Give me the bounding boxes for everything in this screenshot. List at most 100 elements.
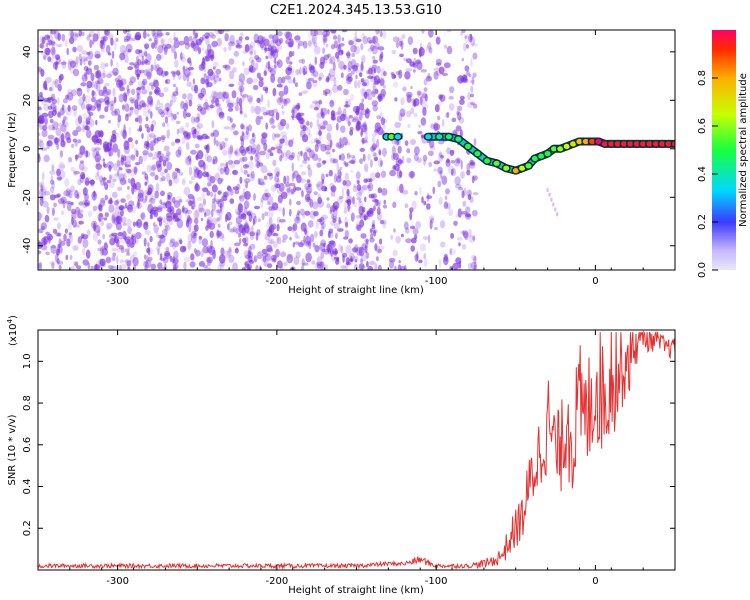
spectrogram-noise-dot [174, 51, 177, 60]
spectrogram-noise-dot [241, 131, 245, 137]
spectrogram-noise-dot [63, 233, 67, 242]
spectrogram-noise-dot [299, 66, 302, 75]
spectrogram-noise-dot [258, 178, 265, 186]
spectrogram-noise-dot [94, 153, 102, 163]
spectrogram-noise-dot [369, 207, 373, 213]
spectrogram-noise-dot [272, 87, 277, 97]
spectrogram-noise-dot [172, 256, 175, 263]
spectrogram-noise-dot [175, 149, 182, 158]
spectrogram-noise-dot [82, 187, 88, 196]
spectrogram-noise-dot [334, 247, 338, 257]
spectrogram-noise-dot [70, 201, 74, 206]
spectrogram-noise-dot [239, 157, 245, 163]
spectrogram-trace-point [394, 134, 401, 140]
spectrogram-noise-dot [111, 255, 116, 262]
spectrogram-noise-dot [109, 237, 116, 246]
spectrogram-noise-dot [100, 35, 107, 41]
spectrogram-trace-point [665, 141, 672, 147]
spectrogram-noise-dot [181, 66, 189, 71]
spectrogram-noise-dot [473, 138, 477, 146]
spectrogram-noise-dot [377, 93, 382, 103]
spectrogram-noise-dot [74, 189, 79, 199]
spectrogram-noise-dot [135, 93, 142, 101]
spectrogram-noise-dot [276, 97, 282, 104]
spectrogram-noise-dot [240, 213, 247, 220]
spectrogram-trace-point [646, 141, 653, 147]
spectrogram-noise-dot [57, 97, 60, 105]
spectrogram-noise-dot [320, 251, 325, 260]
spectrogram-noise-dot [139, 86, 146, 90]
spectrogram-noise-dot [323, 37, 328, 42]
spectrogram-noise-dot [211, 40, 218, 48]
spectrogram-noise-dot [443, 201, 449, 209]
spectrogram-noise-dot [134, 238, 139, 244]
spectrogram-noise-dot [169, 206, 175, 215]
spectrogram-noise-dot [279, 118, 287, 127]
spectrogram-noise-dot [67, 222, 72, 231]
spectrogram-noise-dot [416, 90, 422, 96]
spectrogram-noise-dot [247, 124, 253, 132]
spectrogram-noise-dot [73, 224, 80, 228]
spectrogram-noise-dot [411, 200, 417, 210]
spectrogram-noise-dot [229, 160, 236, 169]
spectrogram-noise-dot [135, 150, 139, 158]
spectrogram-noise-dot [217, 165, 223, 172]
spectrogram-noise-dot [286, 186, 292, 196]
spectrogram-noise-dot [342, 255, 345, 263]
spectrogram-noise-dot [355, 220, 360, 228]
spectrogram-noise-dot [244, 131, 250, 138]
spectrogram-noise-dot [224, 64, 231, 71]
spectrogram-noise-dot [160, 202, 168, 206]
spectrogram-noise-dot [234, 208, 241, 216]
spectrogram-noise-dot [379, 54, 383, 63]
spectrogram-noise-dot [51, 80, 57, 85]
spectrogram-noise-dot [444, 195, 448, 200]
spectrogram-noise-dot [147, 85, 150, 92]
spectrogram-noise-dot [180, 52, 183, 61]
spectrogram-noise-dot [202, 34, 206, 41]
snr-x-tick-label: -100 [425, 576, 448, 587]
spectrogram-noise-dot [176, 128, 180, 135]
spectrogram-noise-dot [132, 256, 139, 267]
spectrogram-noise-dot [305, 185, 313, 194]
spectrogram-noise-dot [161, 136, 165, 143]
spectrogram-noise-dot [114, 200, 119, 206]
spectrogram-noise-dot [62, 199, 66, 209]
spectrogram-noise-dot [468, 189, 472, 198]
spectrogram-noise-dot [248, 96, 253, 105]
spectrogram-noise-dot [65, 254, 69, 261]
spectrogram-noise-dot [218, 261, 226, 267]
spectrogram-noise-dot [38, 181, 42, 188]
spectrogram-noise-dot [120, 263, 126, 270]
spectrogram-noise-dot [209, 95, 214, 102]
spectrogram-noise-dot [322, 248, 326, 253]
spectrogram-noise-dot [178, 199, 183, 203]
spectrogram-noise-dot [472, 235, 476, 241]
spectrogram-noise-dot [210, 34, 217, 39]
spectrogram-noise-dot [73, 260, 79, 266]
spectrogram-noise-dot [141, 103, 147, 108]
spectrogram-noise-dot [410, 107, 415, 115]
spectrogram-noise-dot [271, 125, 276, 129]
spectrogram-noise-dot [89, 118, 95, 127]
spectrogram-noise-dot [44, 117, 48, 126]
spectrogram-noise-dot [50, 83, 55, 92]
spectrogram-noise-dot [371, 223, 375, 228]
spectrogram-noise-dot [222, 91, 227, 96]
spectrogram-noise-dot [457, 208, 462, 218]
spectrogram-noise-dot [75, 154, 78, 162]
spectrogram-noise-dot [178, 127, 185, 134]
spectrogram-noise-dot [80, 171, 86, 180]
spectrogram-noise-dot [305, 252, 312, 263]
spectrogram-noise-dot [353, 39, 357, 49]
spectrogram-noise-dot [412, 228, 419, 235]
spectrogram-noise-dot [209, 191, 214, 197]
spectrogram-noise-dot [131, 203, 136, 214]
spectrogram-noise-dot [301, 258, 305, 267]
spectrogram-noise-dot [291, 109, 294, 114]
spectrogram-noise-dot [370, 44, 375, 51]
spectrogram-noise-dot [130, 154, 136, 161]
spectrogram-noise-dot [284, 183, 290, 191]
spectrogram-noise-dot [284, 75, 292, 80]
spectrogram-noise-dot [252, 77, 259, 84]
